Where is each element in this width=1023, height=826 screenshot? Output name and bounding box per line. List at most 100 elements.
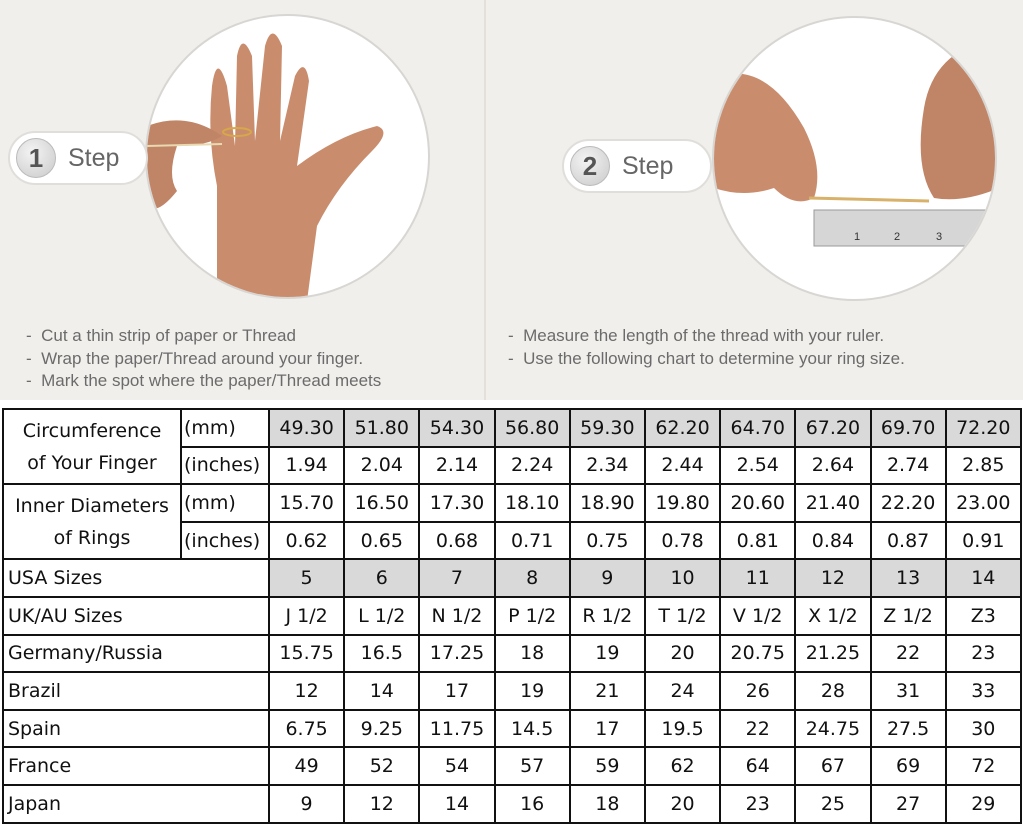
- value-cell: 18: [568, 783, 646, 824]
- value-cell: 2.14: [418, 445, 496, 486]
- value-cell: 21: [568, 671, 646, 711]
- value-cell: 19: [493, 671, 571, 711]
- value-cell: 25: [794, 783, 872, 824]
- value-cell: 0.78: [643, 520, 722, 561]
- value-cell: 21.40: [794, 483, 872, 523]
- value-cell: 19: [568, 633, 646, 674]
- value-cell: 49: [267, 746, 346, 786]
- instruction: Wrap the paper/Thread around your finger…: [26, 348, 381, 371]
- value-cell: 69: [869, 746, 947, 786]
- step-1-badge: 1 Step: [8, 131, 148, 185]
- instruction: Measure the length of the thread with yo…: [508, 325, 905, 348]
- panel-divider: [484, 0, 486, 400]
- ruler-mark: 1: [854, 231, 860, 243]
- step-2-instructions: Measure the length of the thread with yo…: [508, 325, 905, 370]
- value-cell: 18.90: [568, 483, 646, 523]
- value-cell: 23: [944, 633, 1022, 674]
- value-cell: 24.75: [794, 708, 872, 749]
- hand-with-thread-image: [145, 14, 430, 299]
- step-1-instructions: Cut a thin strip of paper or Thread Wrap…: [26, 325, 381, 393]
- value-cell: 13: [869, 558, 947, 598]
- value-cell: 62: [643, 746, 722, 786]
- value-cell: 16.5: [343, 633, 421, 674]
- value-cell: 51.80: [343, 408, 421, 448]
- value-cell: 2.54: [719, 445, 797, 486]
- group-label: Circumference of Your Finger: [2, 407, 182, 486]
- row-label: Germany/Russia: [2, 633, 270, 674]
- value-cell: 9: [267, 783, 346, 824]
- value-cell: P 1/2: [493, 595, 571, 636]
- value-cell: V 1/2: [719, 595, 797, 636]
- table-row: (inches) 1.94 2.04 2.14 2.24 2.34 2.44 2.54 2.64…: [3, 445, 1022, 486]
- value-cell: 18.10: [493, 483, 571, 523]
- table-row: UK/AU Sizes J 1/2 L 1/2 N 1/2 P 1/2 R 1/2 T 1/…: [2, 595, 1022, 636]
- value-cell: 19.80: [643, 483, 722, 523]
- label-line-1: Circumference: [22, 419, 162, 442]
- value-cell: 16: [493, 783, 571, 824]
- value-cell: 27.5: [869, 708, 947, 749]
- value-cell: 2.74: [869, 445, 947, 486]
- step-label: Step: [68, 143, 120, 172]
- value-cell: 1.94: [267, 445, 346, 486]
- value-cell: 2.04: [343, 445, 421, 486]
- value-cell: 20: [643, 783, 722, 824]
- value-cell: X 1/2: [794, 595, 872, 636]
- value-cell: 12: [794, 558, 872, 598]
- value-cell: 11: [719, 558, 797, 598]
- value-cell: 15.75: [267, 633, 346, 674]
- value-cell: 67: [794, 746, 872, 786]
- value-cell: 23.00: [944, 483, 1022, 523]
- label-line-2: of Your Finger: [27, 451, 157, 474]
- label-line-2: of Rings: [53, 526, 131, 549]
- table-row: Germany/Russia 15.75 16.5 17.25 18 19 20 20.75 2…: [2, 633, 1022, 674]
- value-cell: 11.75: [418, 708, 496, 749]
- value-cell: J 1/2: [267, 595, 346, 636]
- table-row: France 49 52 54 57 59 62 64 67 69 72: [2, 746, 1022, 786]
- step-number: 1: [16, 138, 56, 178]
- value-cell: 2.44: [643, 445, 722, 486]
- value-cell: 59.30: [568, 408, 646, 448]
- row-label: USA Sizes: [2, 558, 270, 598]
- value-cell: 22.20: [869, 483, 947, 523]
- value-cell: 29: [944, 783, 1022, 824]
- value-cell: 64: [719, 746, 797, 786]
- value-cell: 49.30: [267, 408, 346, 448]
- row-label: Brazil: [2, 671, 270, 711]
- table-row: Brazil 12 14 17 19 21 24 26 28 31 33: [2, 671, 1022, 711]
- value-cell: 14: [944, 558, 1022, 598]
- value-cell: 21.25: [794, 633, 872, 674]
- value-cell: N 1/2: [418, 595, 496, 636]
- table-row: Spain 6.75 9.25 11.75 14.5 17 19.5 22 24.75 27.5 3…: [2, 708, 1022, 749]
- value-cell: 59: [568, 746, 646, 786]
- value-cell: 6: [343, 558, 421, 598]
- value-cell: 64.70: [719, 408, 797, 448]
- value-cell: 28: [794, 671, 872, 711]
- value-cell: 30: [944, 708, 1022, 749]
- step-2-badge: 2 Step: [562, 139, 712, 193]
- value-cell: 19.5: [643, 708, 722, 749]
- unit-cell: (mm): [180, 408, 270, 448]
- table-row: Inner Diameters of Rings (mm) 15.70 16.50 17.…: [2, 483, 1022, 561]
- value-cell: 12: [343, 783, 421, 824]
- value-cell: 2.34: [568, 445, 646, 486]
- value-cell: 27: [869, 783, 947, 824]
- value-cell: Z 1/2: [869, 595, 947, 636]
- value-cell: 5: [267, 558, 346, 598]
- instruction: Cut a thin strip of paper or Thread: [26, 325, 381, 348]
- value-cell: 54.30: [418, 408, 496, 448]
- value-cell: 20.75: [719, 633, 797, 674]
- value-cell: 0.87: [869, 520, 947, 561]
- value-cell: 14: [418, 783, 496, 824]
- value-cell: 23: [719, 783, 797, 824]
- value-cell: 33: [944, 671, 1022, 711]
- table-row: Japan 9 12 14 16 18 20 23 25 27 29: [2, 783, 1022, 824]
- value-cell: 54: [418, 746, 496, 786]
- unit-cell: (inches): [180, 520, 270, 561]
- row-label: UK/AU Sizes: [2, 595, 270, 636]
- value-cell: 14.5: [493, 708, 571, 749]
- value-cell: 31: [869, 671, 947, 711]
- instruction: Mark the spot where the paper/Thread mee…: [26, 370, 381, 393]
- value-cell: 15.70: [267, 483, 346, 523]
- value-cell: 0.81: [719, 520, 797, 561]
- value-cell: 9.25: [343, 708, 421, 749]
